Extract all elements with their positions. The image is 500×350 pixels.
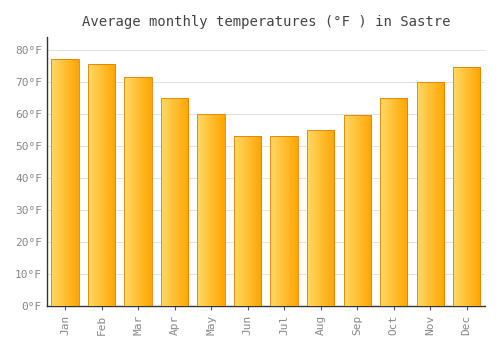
Title: Average monthly temperatures (°F ) in Sastre: Average monthly temperatures (°F ) in Sa… <box>82 15 450 29</box>
Bar <box>453 68 480 306</box>
Bar <box>380 98 407 306</box>
Bar <box>52 60 79 306</box>
Bar <box>270 136 298 306</box>
Bar <box>161 98 188 306</box>
Bar <box>416 82 444 306</box>
Bar <box>88 64 116 306</box>
Bar <box>198 114 225 306</box>
Bar <box>344 116 371 306</box>
Bar <box>307 130 334 306</box>
Bar <box>234 136 262 306</box>
Bar <box>124 77 152 306</box>
